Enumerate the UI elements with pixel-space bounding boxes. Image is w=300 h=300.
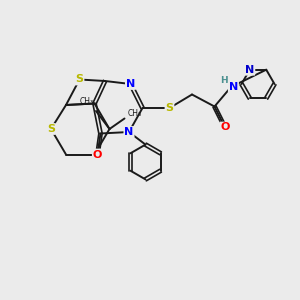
Text: O: O: [93, 149, 102, 160]
Text: O: O: [220, 122, 230, 133]
Text: CH₃: CH₃: [128, 110, 142, 118]
Text: S: S: [47, 124, 55, 134]
Text: S: S: [166, 103, 173, 113]
Text: N: N: [245, 65, 254, 75]
Text: N: N: [229, 82, 238, 92]
Text: CH₃: CH₃: [80, 98, 94, 106]
Text: N: N: [126, 79, 135, 89]
Text: H: H: [220, 76, 228, 85]
Text: N: N: [124, 127, 134, 137]
Text: S: S: [76, 74, 83, 85]
